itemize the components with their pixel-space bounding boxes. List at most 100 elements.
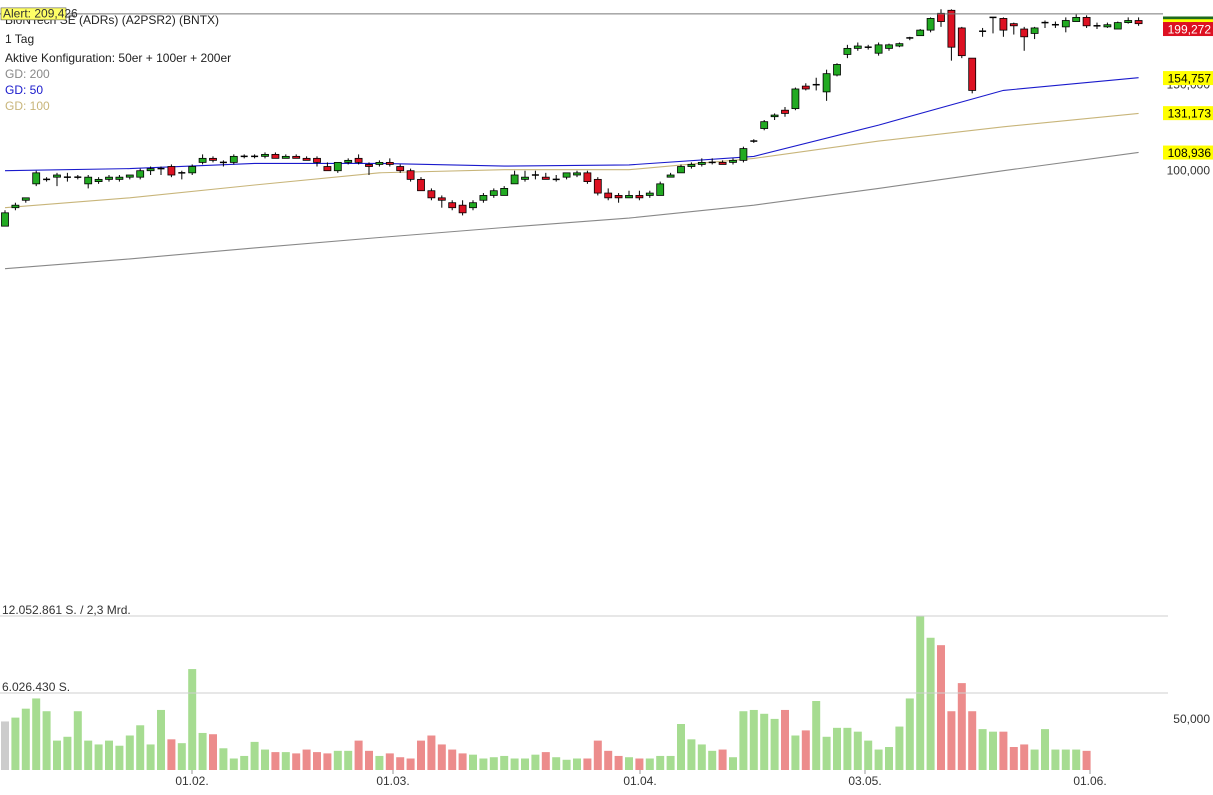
x-tick-label: 01.04.	[623, 774, 656, 788]
candle-body	[541, 176, 550, 180]
candle-body	[635, 195, 644, 199]
price-badge-label: 131,173	[1168, 107, 1212, 121]
volume-bar	[1041, 729, 1049, 770]
volume-bar	[905, 698, 914, 770]
volume-bar	[874, 749, 883, 770]
candle-body	[365, 164, 373, 167]
candle-body	[500, 188, 509, 196]
volume-bar	[167, 739, 176, 770]
candle-body	[645, 192, 654, 196]
volume-bar	[21, 708, 30, 770]
candle-body	[469, 202, 477, 209]
candle-body	[874, 44, 883, 54]
candle-body	[573, 172, 581, 176]
volume-bar	[1061, 749, 1070, 770]
volume-bar	[448, 749, 457, 770]
volume-bar	[385, 753, 394, 770]
volume-bar	[406, 758, 415, 770]
candle-body	[687, 164, 696, 167]
candle-body	[895, 43, 904, 47]
volume-bar	[677, 724, 685, 770]
candle-body	[1113, 22, 1122, 30]
candle-body	[718, 161, 727, 165]
candle-body	[375, 161, 384, 165]
volume-bar	[978, 729, 987, 770]
volume-bar	[1072, 749, 1081, 770]
candle-body	[593, 178, 602, 194]
candle-body	[396, 166, 405, 172]
candle-body	[604, 192, 613, 199]
candle-body	[1082, 16, 1091, 27]
candle-body	[583, 172, 592, 182]
volume-bar	[209, 734, 217, 770]
volume-bar	[614, 755, 623, 770]
volume-bar	[521, 758, 529, 770]
candle-body	[479, 195, 488, 201]
candle-body	[115, 176, 124, 180]
volume-bar	[42, 711, 51, 770]
candle-body	[677, 166, 685, 174]
candle-body	[406, 170, 415, 180]
volume-bar	[84, 740, 93, 770]
candle-body	[354, 157, 363, 163]
volume-max-label: 12.052.861 S. / 2,3 Mrd.	[2, 603, 131, 617]
x-tick-label: 03.05.	[848, 774, 881, 788]
volume-bar	[136, 725, 145, 770]
volume-bar	[781, 709, 789, 770]
volume-bar	[708, 750, 717, 770]
candle-body	[11, 204, 20, 209]
volume-bar	[105, 740, 113, 770]
candle-body	[697, 161, 706, 165]
volume-bar	[666, 755, 675, 770]
volume-bar	[417, 740, 425, 770]
candle-body	[32, 172, 41, 185]
volume-bar	[250, 741, 259, 770]
ma200-line	[4, 151, 1139, 270]
candle-body	[53, 174, 61, 178]
candle-body	[292, 155, 301, 159]
volume-bar	[354, 740, 363, 770]
volume-bar	[146, 744, 155, 770]
candle-body	[229, 155, 238, 163]
legend-gd100: GD: 100	[5, 99, 50, 113]
price-badge-label: 154,757	[1168, 72, 1212, 86]
volume-bar	[583, 758, 592, 770]
candle-body	[1072, 16, 1081, 22]
volume-bar	[469, 754, 477, 770]
candle-body	[261, 153, 269, 157]
candle-body	[781, 109, 789, 114]
volume-bar	[198, 732, 207, 770]
volume-bar	[219, 748, 228, 770]
candle-body	[385, 161, 394, 165]
price-badge	[1163, 145, 1213, 160]
x-tick-label: 01.02.	[175, 774, 208, 788]
alert-badge	[0, 7, 67, 21]
volume-bar	[240, 755, 249, 770]
alert-label: Alert: 209,426	[3, 6, 78, 20]
candle-body	[770, 114, 779, 118]
candle-body	[417, 178, 425, 192]
volume-bar	[53, 740, 61, 770]
volume-mid-label: 6.026.430 S.	[2, 680, 70, 694]
candle-body	[614, 195, 623, 199]
volume-bar	[73, 711, 82, 770]
volume-bar	[489, 757, 498, 770]
volume-bar	[479, 758, 488, 770]
volume-bar	[749, 709, 758, 770]
candle-body	[760, 121, 769, 129]
volume-bar	[562, 759, 571, 770]
candle-body	[625, 195, 633, 199]
candle-body	[125, 174, 134, 178]
candle-body	[656, 183, 665, 196]
volume-bar	[396, 757, 405, 770]
volume-bar	[32, 698, 41, 770]
volume-bar	[926, 637, 935, 770]
candle-body	[926, 18, 935, 31]
volume-bar	[271, 752, 280, 770]
volume-bar	[1082, 750, 1091, 770]
candle-body	[957, 27, 966, 57]
volume-bar	[365, 750, 373, 770]
volume-bar	[94, 744, 103, 770]
ma50-line	[4, 77, 1139, 172]
